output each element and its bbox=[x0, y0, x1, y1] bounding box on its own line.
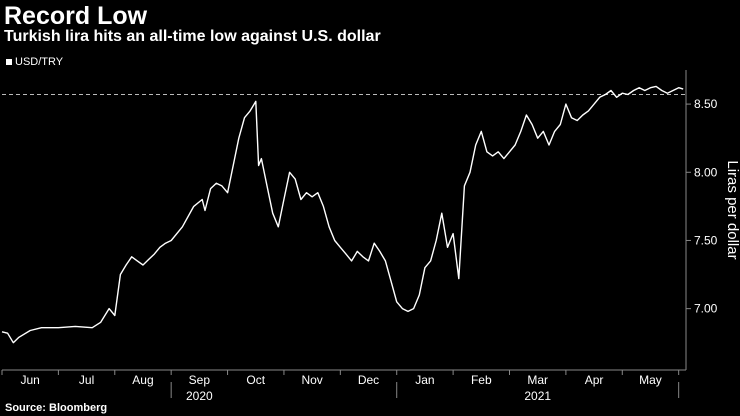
y-tick-label: 7.50 bbox=[694, 233, 718, 247]
axis-labels: 7.00 7.50 8.00 8.50 Jun Jul Aug Sep Oct Nov Dec Jan… bbox=[21, 97, 740, 403]
chart-subtitle: Turkish lira hits an all-time low agains… bbox=[4, 28, 381, 45]
y-tick-label: 7.00 bbox=[694, 302, 718, 316]
x-tick-label: Aug bbox=[132, 373, 153, 387]
legend: USD/TRY bbox=[6, 56, 63, 68]
y-tick-label: 8.00 bbox=[694, 165, 718, 179]
x-tick-label: Feb bbox=[471, 373, 492, 387]
year-label: 2021 bbox=[524, 389, 551, 403]
x-tick-label: Dec bbox=[358, 373, 379, 387]
chart-title: Record Low bbox=[4, 2, 148, 30]
chart-axes bbox=[1, 70, 691, 398]
x-tick-label: Apr bbox=[585, 373, 604, 387]
x-tick-label: Nov bbox=[301, 373, 322, 387]
x-tick-label: Oct bbox=[246, 373, 265, 387]
x-tick-label: Mar bbox=[527, 373, 548, 387]
y-tick-label: 8.50 bbox=[694, 97, 718, 111]
x-tick-label: Jun bbox=[21, 373, 40, 387]
x-tick-label: Sep bbox=[189, 373, 211, 387]
series-line-usd-try bbox=[1, 85, 684, 344]
legend-swatch bbox=[6, 59, 12, 65]
year-label: 2020 bbox=[186, 389, 213, 403]
x-tick-label: May bbox=[639, 373, 662, 387]
legend-label: USD/TRY bbox=[15, 56, 64, 68]
source-note: Source: Bloomberg bbox=[5, 402, 108, 414]
x-tick-label: Jul bbox=[79, 373, 94, 387]
x-tick-label: Jan bbox=[415, 373, 434, 387]
plot-area bbox=[1, 85, 686, 344]
y-axis-label: Liras per dollar bbox=[724, 160, 740, 259]
